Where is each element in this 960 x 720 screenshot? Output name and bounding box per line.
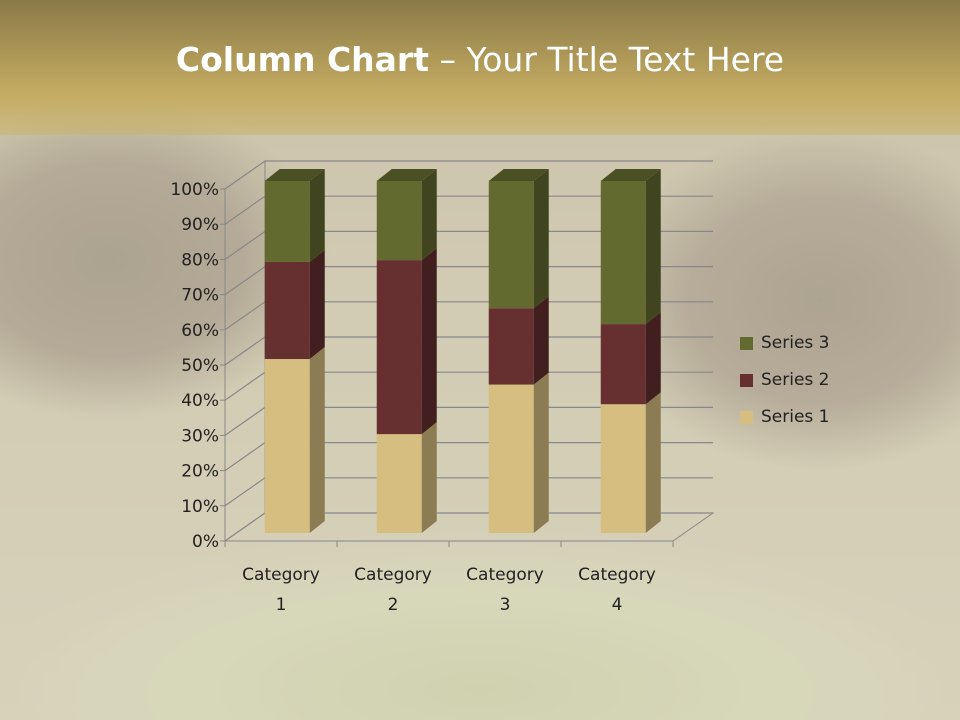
- bar-top: [376, 169, 437, 181]
- bar-side: [421, 248, 437, 435]
- bar-series-3-3: [488, 181, 534, 309]
- y-tick-label: 60%: [181, 321, 219, 341]
- bar-series-3-1: [264, 181, 310, 262]
- bar-side: [309, 169, 325, 262]
- legend-label: Series 3: [761, 333, 830, 353]
- bar-side: [309, 249, 325, 360]
- bar-series-3-2: [376, 181, 422, 261]
- y-tick-label: 100%: [170, 180, 219, 200]
- bar-top: [600, 169, 661, 181]
- bar-series-2-4: [600, 324, 646, 405]
- bar-series-3-4: [600, 181, 646, 325]
- y-tick-label: 70%: [181, 286, 219, 306]
- legend-label: Series 1: [761, 407, 830, 427]
- legend-item: Series 2: [740, 370, 830, 390]
- y-tick-label: 50%: [181, 356, 219, 376]
- bar-series-2-1: [264, 261, 310, 360]
- y-tick-label: 40%: [181, 391, 219, 411]
- x-tick-label: Category: [578, 565, 656, 585]
- y-tick-label: 10%: [181, 497, 219, 517]
- y-tick-label: 30%: [181, 426, 219, 446]
- y-tick-label: 80%: [181, 250, 219, 270]
- legend-swatch: [740, 336, 753, 350]
- x-tick-label: 3: [500, 595, 511, 615]
- bar-series-1-4: [600, 404, 646, 533]
- y-tick-label: 20%: [181, 462, 219, 482]
- x-tick-label: 4: [612, 595, 623, 615]
- legend-label: Series 2: [761, 370, 830, 390]
- bar-side: [421, 422, 437, 533]
- y-tick-label: 90%: [181, 215, 219, 235]
- bar-side: [533, 296, 549, 385]
- x-tick-label: Category: [354, 565, 432, 585]
- x-tick-label: 2: [388, 595, 399, 615]
- legend-swatch: [740, 410, 753, 424]
- bar-side: [645, 169, 661, 325]
- legend-item: Series 1: [740, 407, 830, 427]
- slide-title: Column Chart – Your Title Text Here: [175, 40, 785, 79]
- x-tick-label: 1: [276, 595, 287, 615]
- x-tick-label: Category: [242, 565, 320, 585]
- bar-series-1-2: [376, 434, 422, 533]
- bar-series-1-3: [488, 384, 534, 533]
- bar-side: [645, 312, 661, 405]
- bar-top: [264, 169, 325, 181]
- bar-series-1-1: [264, 359, 310, 533]
- bar-side: [309, 347, 325, 533]
- y-tick-label: 0%: [192, 532, 219, 552]
- bar-series-2-2: [376, 260, 422, 435]
- title-bar: [0, 0, 960, 135]
- bar-side: [645, 392, 661, 533]
- bar-side: [421, 169, 437, 261]
- bar-top: [488, 169, 549, 181]
- legend-item: Series 3: [740, 333, 830, 353]
- legend-swatch: [740, 373, 753, 387]
- bar-side: [533, 372, 549, 533]
- bar-series-2-3: [488, 308, 534, 385]
- x-tick-label: Category: [466, 565, 544, 585]
- bar-side: [533, 169, 549, 309]
